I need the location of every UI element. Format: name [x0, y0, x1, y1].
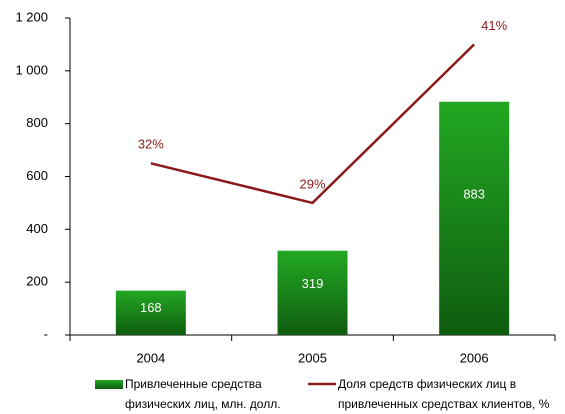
y-tick-label: 200 — [26, 274, 48, 289]
legend-label: Привлеченные средства физических лиц, мл… — [125, 377, 281, 411]
legend-swatch — [95, 380, 123, 389]
x-tick-label: 2004 — [136, 350, 165, 365]
y-tick-label: 400 — [26, 221, 48, 236]
bar-label: 883 — [463, 186, 485, 201]
line-label: 32% — [138, 137, 164, 152]
bar — [277, 250, 348, 335]
bar — [115, 290, 186, 335]
line-label: 41% — [481, 18, 507, 33]
y-tick-label: - — [44, 326, 48, 341]
y-tick-label: 600 — [26, 168, 48, 183]
x-tick-label: 2006 — [460, 350, 489, 365]
bar — [439, 101, 510, 335]
x-tick-label: 2005 — [298, 350, 327, 365]
y-tick-label: 800 — [26, 115, 48, 130]
y-tick-label: 1 000 — [15, 62, 48, 77]
legend-label: Доля средств физических лиц в привлеченн… — [338, 377, 550, 411]
line — [150, 43, 476, 205]
bar-label: 168 — [140, 300, 162, 315]
y-tick-label: 1 200 — [15, 9, 48, 24]
line-label: 29% — [299, 176, 325, 191]
bar-label: 319 — [302, 276, 324, 291]
